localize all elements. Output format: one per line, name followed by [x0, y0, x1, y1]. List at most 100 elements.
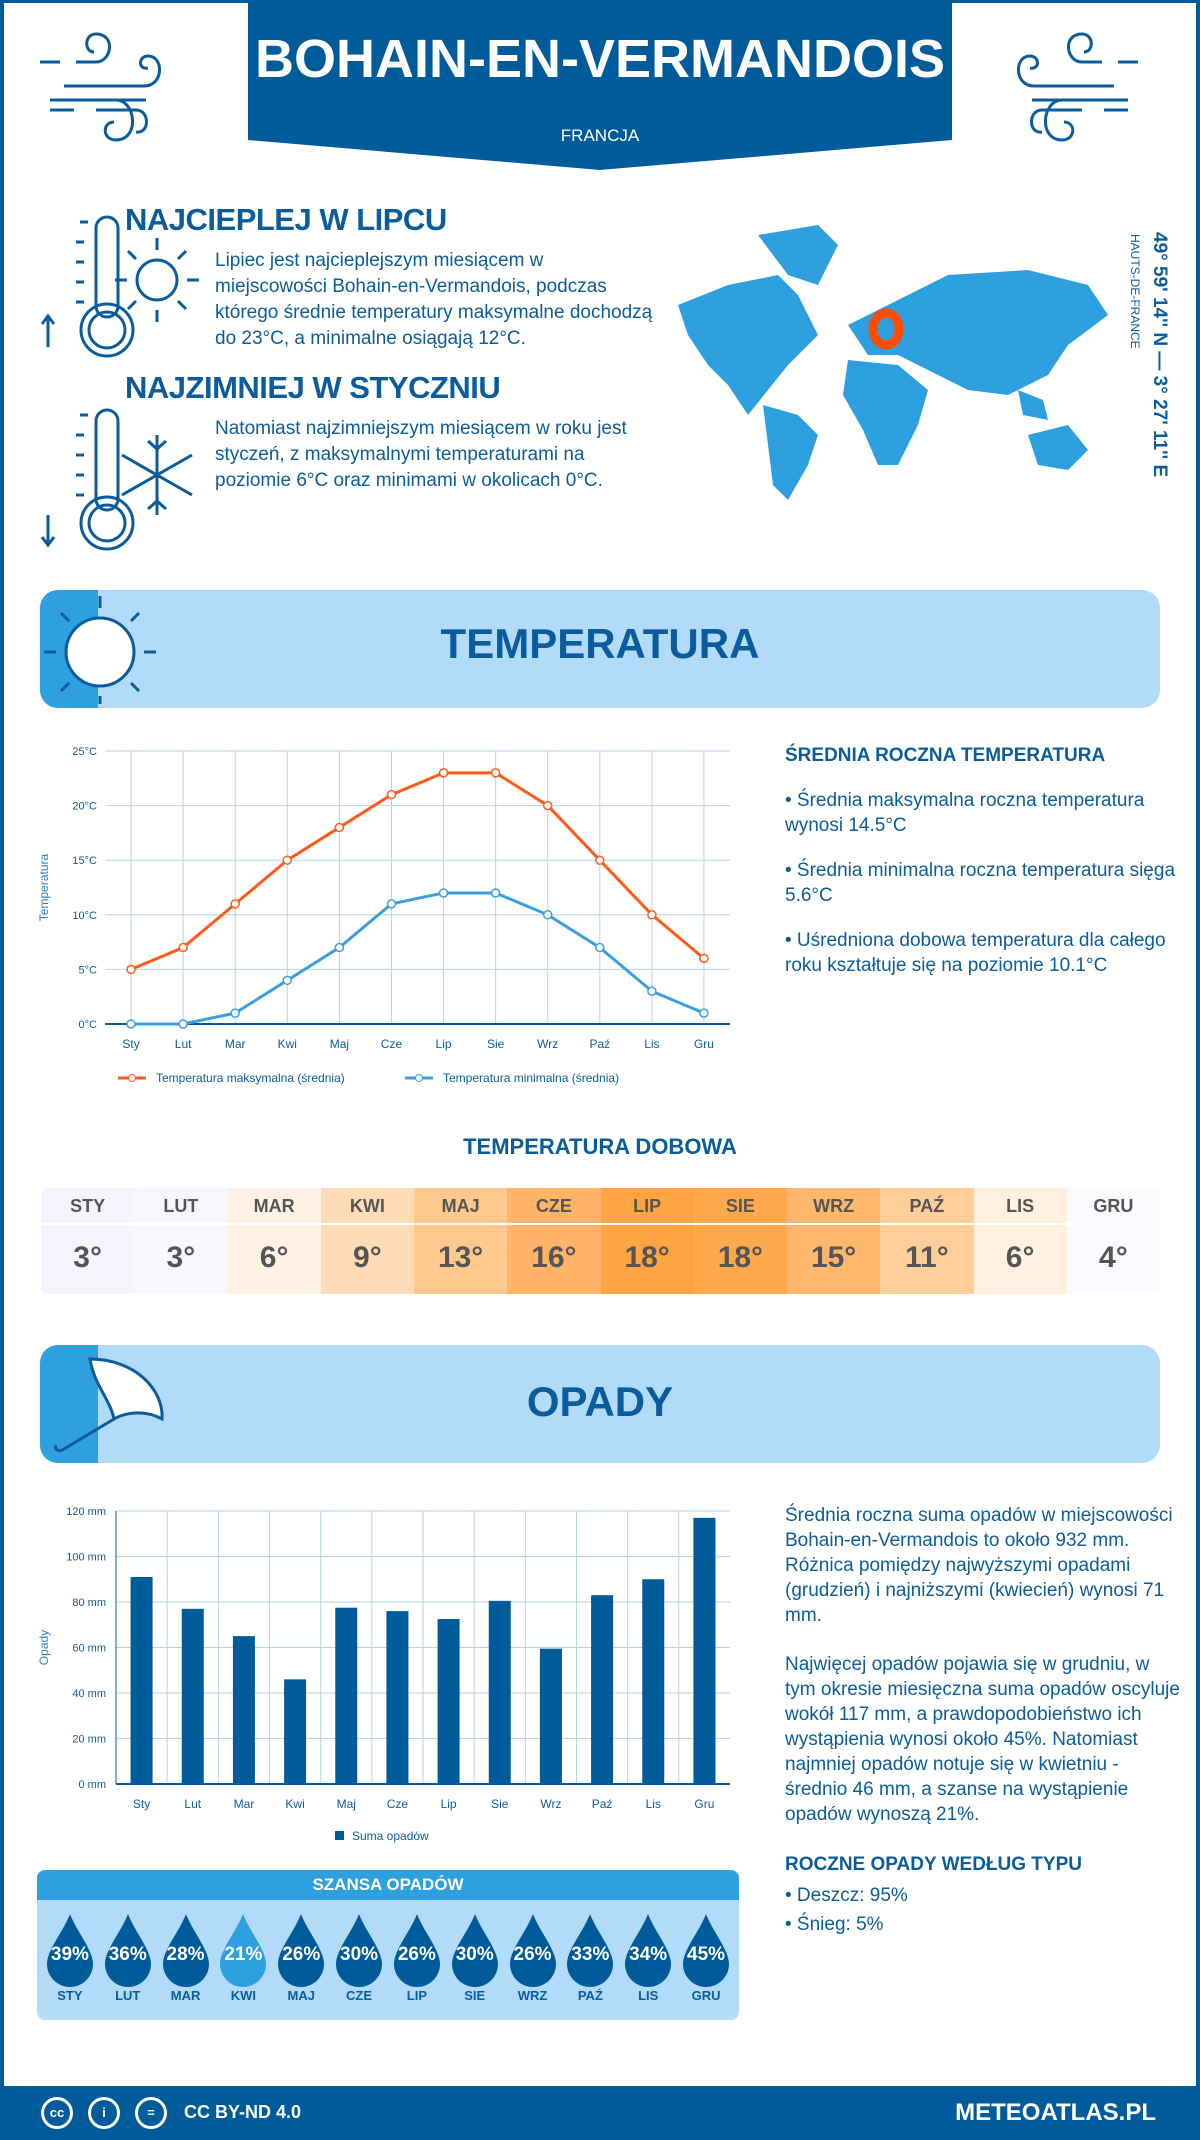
license-label: CC BY-ND 4.0 [184, 2102, 302, 2122]
y-axis-label: Temperatura [37, 853, 51, 921]
daily-month: CZE [507, 1188, 601, 1225]
daily-value: 16° [531, 1241, 577, 1274]
data-point [282, 975, 293, 986]
raindrop-icon [278, 1914, 325, 1987]
precip-chance-value: 36% [108, 1944, 147, 1965]
umbrella-rain-icon [54, 1357, 164, 1453]
precip-chance-value: 45% [687, 1944, 726, 1965]
precipitation-title: OPADY [526, 1378, 674, 1425]
precip-bar [284, 1679, 307, 1784]
precip-chance-month: LUT [115, 1988, 141, 2003]
data-point [647, 986, 657, 996]
precip-chance-month: CZE [346, 1988, 373, 2003]
y-tick-label: 15°C [72, 855, 97, 867]
data-point [542, 910, 553, 920]
x-tick-label: Lip [441, 1797, 457, 1811]
warmest-text: Lipiec jest najcieplejszym miesiącem w m… [215, 250, 653, 349]
data-point [438, 768, 449, 778]
x-tick-label: Gru [694, 1797, 714, 1811]
precip-chance-month: SIE [464, 1988, 486, 2003]
daily-temp-table: STY 3° LUT 3° MAR 6° KWI 9° MAJ 13° CZE 16° LIP 18° SI… [41, 1188, 1160, 1294]
series-line [130, 771, 705, 971]
precip-chance-month: GRU [691, 1988, 721, 2003]
x-tick-label: Mar [234, 1797, 255, 1811]
precip-chance-item: 26% LIP [388, 1912, 446, 2003]
coldest-text: Natomiast najzimniejszym miesiącem w rok… [215, 418, 627, 491]
daily-month: MAR [227, 1188, 321, 1225]
wind-icon [40, 32, 161, 142]
precip-chance-item: 26% WRZ [504, 1912, 562, 2003]
precip-bar [591, 1595, 614, 1784]
daily-temp-cell: MAJ 13° [414, 1188, 508, 1294]
y-tick-label: 40 mm [72, 1688, 106, 1700]
raindrop-icon [393, 1914, 440, 1987]
precip-text-1: Średnia roczna suma opadów w miejscowośc… [785, 1505, 1173, 1626]
temperature-title: TEMPERATURA [440, 620, 760, 667]
site-link[interactable]: METEOATLAS.PL [955, 2099, 1156, 2126]
x-tick-label: Cze [381, 1037, 403, 1051]
precip-chance-month: LIP [406, 1988, 427, 2003]
precip-summary: Średnia roczna suma opadów w miejscowośc… [785, 1503, 1180, 1937]
temperature-chart: 0°C 5°C 10°C 15°C 20°C 25°C Sty Lut Mar Kwi Maj Cze… [37, 746, 730, 1085]
daily-value: 18° [717, 1241, 764, 1274]
x-tick-label: Kwi [278, 1037, 297, 1051]
data-point [699, 953, 709, 964]
raindrop-icon [625, 1914, 672, 1987]
daily-temp-cell: STY 3° [41, 1188, 135, 1294]
y-tick-label: 5°C [79, 964, 98, 976]
daily-temp-cell: CZE 16° [507, 1188, 601, 1294]
data-point [282, 855, 293, 865]
cc-icon: cc [41, 2097, 73, 2129]
precip-bar [335, 1607, 358, 1784]
legend-label: Suma opadów [352, 1829, 429, 1843]
precip-chance-item: 36% LUT [99, 1912, 157, 2003]
y-tick-label: 0°C [79, 1019, 98, 1031]
data-point [386, 899, 397, 909]
legend-marker [128, 1074, 136, 1082]
data-point [126, 1019, 136, 1029]
precip-chance-value: 26% [282, 1944, 321, 1965]
precip-chance-value: 39% [50, 1944, 89, 1965]
precip-chance-value: 26% [513, 1944, 552, 1965]
y-tick-label: 120 mm [66, 1506, 106, 1518]
precip-chance-item: 45% GRU [677, 1912, 735, 2003]
data-point [438, 888, 449, 898]
attribution-icon: i [88, 2097, 120, 2129]
precip-chance-month: PAŹ [577, 1988, 603, 2003]
temp-bullet: • Średnia maksymalna roczna temperatura … [785, 790, 1145, 836]
data-point [542, 800, 553, 811]
data-point [595, 942, 605, 953]
daily-month: LIP [600, 1188, 694, 1225]
legend-swatch [335, 1831, 344, 1840]
data-point [490, 768, 501, 778]
no-derivatives-icon: = [135, 2097, 167, 2129]
daily-month: WRZ [787, 1188, 881, 1225]
thermometer-cold-icon [40, 408, 193, 551]
x-tick-label: Wrz [540, 1797, 561, 1811]
daily-month: GRU [1066, 1188, 1160, 1225]
precip-chance-month: STY [57, 1988, 83, 2003]
raindrop-icon [46, 1914, 93, 1987]
precip-chance-item: 28% MAR [157, 1912, 215, 2003]
raindrop-icon [220, 1914, 267, 1987]
precip-bar [130, 1576, 153, 1784]
y-tick-label: 10°C [72, 910, 97, 922]
precipitation-banner [40, 1345, 1160, 1463]
precip-bar [386, 1611, 409, 1784]
series-line [131, 891, 705, 1026]
raindrop-icon [104, 1914, 151, 1987]
data-point [699, 1008, 709, 1018]
x-tick-label: Maj [330, 1037, 349, 1051]
y-tick-label: 100 mm [66, 1552, 106, 1564]
legend-label: Temperatura minimalna (średnia) [443, 1071, 619, 1085]
precipitation-chart: 0 mm 20 mm 40 mm 60 mm 80 mm 100 mm 120 mm Sty L… [37, 1506, 730, 1843]
precip-chance-month: KWI [230, 1988, 257, 2003]
precip-bar [488, 1600, 511, 1784]
data-point [230, 899, 240, 909]
coldest-heading: NAJZIMNIEJ W STYCZNIU [125, 370, 501, 405]
x-tick-label: Gru [694, 1037, 714, 1051]
raindrop-icon [162, 1914, 209, 1987]
daily-value: 11° [905, 1241, 949, 1274]
x-tick-label: Sty [122, 1037, 139, 1051]
raindrop-icon [336, 1914, 383, 1987]
